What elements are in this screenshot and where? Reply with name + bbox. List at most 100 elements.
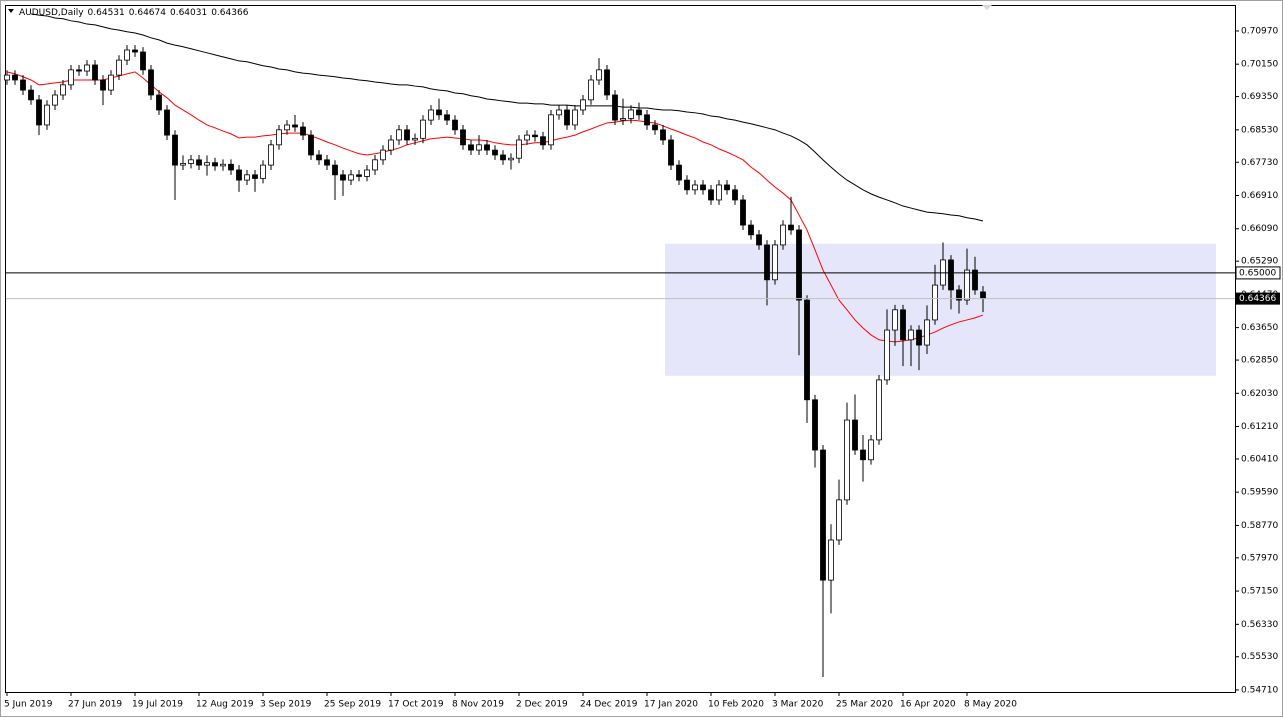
candle-body: [660, 129, 666, 141]
candle-body: [956, 289, 962, 301]
candle-body: [412, 137, 418, 141]
candle-body: [84, 64, 90, 72]
x-tick-label: 3 Mar 2020: [772, 700, 824, 710]
candle-body: [812, 399, 818, 451]
candle-body: [100, 79, 106, 91]
chart-title: AUDUSD,Daily: [19, 8, 84, 18]
candle-body: [268, 144, 274, 166]
candle-body: [524, 134, 530, 141]
candle-body: [580, 99, 586, 111]
candle-body: [68, 69, 74, 86]
x-tick-label: 2 Dec 2019: [516, 700, 568, 710]
candle-body: [788, 224, 794, 231]
candle-body: [740, 199, 746, 226]
x-tick-label: 8 Nov 2019: [452, 700, 504, 710]
header-high: 0.64674: [129, 8, 166, 18]
candle-body: [852, 419, 858, 451]
candle-body: [780, 224, 786, 246]
hline-label-box: [1235, 266, 1281, 280]
candle-body: [596, 69, 602, 81]
candle-body: [148, 69, 154, 96]
x-tick-label: 17 Jan 2020: [644, 700, 698, 710]
y-tick-label: 0.58770: [1241, 521, 1278, 531]
candle-body: [476, 144, 482, 151]
candle-body: [932, 284, 938, 321]
candle-body: [908, 329, 914, 341]
candle-body: [220, 163, 226, 167]
candle-body: [492, 149, 498, 156]
candle-body: [156, 94, 162, 111]
candle-body: [372, 159, 378, 171]
x-tick-label: 19 Jul 2019: [132, 700, 183, 710]
candle-body: [204, 162, 210, 166]
candle-body: [556, 109, 562, 116]
x-tick-label: 24 Dec 2019: [580, 700, 638, 710]
bid-label: 0.64366: [1239, 294, 1276, 304]
candle-body: [36, 99, 42, 126]
candle-body: [4, 74, 10, 81]
candle-body: [876, 379, 882, 441]
candle-body: [804, 299, 810, 401]
candle-body: [244, 174, 250, 181]
candle-body: [308, 134, 314, 156]
y-tick-label: 0.59590: [1241, 488, 1278, 498]
candle-body: [628, 109, 634, 119]
header-open: 0.64531: [88, 8, 125, 18]
y-tick-label: 0.57150: [1241, 587, 1278, 597]
candle-body: [92, 64, 98, 81]
candle-body: [836, 499, 842, 541]
candle-body: [548, 114, 554, 146]
candle-body: [732, 189, 738, 201]
candle-body: [980, 291, 986, 300]
candle-body: [684, 179, 690, 191]
candle-body: [772, 244, 778, 281]
candle-body: [388, 139, 394, 151]
candle-body: [612, 94, 618, 121]
candle-body: [636, 109, 642, 116]
candle-body: [644, 114, 650, 126]
candle-body: [748, 224, 754, 236]
y-tick-label: 0.63650: [1241, 323, 1278, 333]
candle-body: [228, 163, 234, 171]
candle-body: [132, 49, 138, 53]
y-tick-label: 0.67730: [1241, 158, 1278, 168]
candle-body: [708, 189, 714, 201]
candle-body: [572, 109, 578, 126]
candle-body: [516, 139, 522, 159]
menu-arrow: [8, 9, 14, 13]
candle-body: [300, 126, 306, 136]
candle-body: [828, 539, 834, 581]
x-tick-label: 27 Jun 2019: [68, 700, 122, 710]
y-tick-label: 0.54710: [1241, 685, 1278, 695]
candle-body: [52, 94, 58, 106]
candle-body: [500, 154, 506, 161]
header-close: 0.64366: [211, 8, 248, 18]
candle-body: [676, 164, 682, 181]
hline-label: 0.65000: [1239, 268, 1276, 278]
y-tick-label: 0.62030: [1241, 389, 1278, 399]
candle-body: [108, 74, 114, 91]
candle-body: [428, 109, 434, 121]
y-tick-label: 0.61210: [1241, 422, 1278, 432]
candle-body: [924, 319, 930, 346]
candle-body: [484, 144, 490, 151]
y-tick-label: 0.60410: [1241, 454, 1278, 464]
candle-body: [28, 89, 34, 101]
candle-body: [844, 419, 850, 501]
y-tick-label: 0.69350: [1241, 92, 1278, 102]
candle-body: [468, 144, 474, 151]
x-tick-label: 16 Apr 2020: [900, 700, 956, 710]
header-low: 0.64031: [170, 8, 207, 18]
y-tick-label: 0.66090: [1241, 224, 1278, 234]
candle-body: [916, 329, 922, 346]
chart-header: AUDUSD,Daily 0.64531 0.64674 0.64031 0.64366: [19, 8, 249, 18]
candle-body: [196, 159, 202, 166]
candle-body: [316, 154, 322, 161]
candle-body: [604, 69, 610, 96]
y-tick-label: 0.56330: [1241, 620, 1278, 630]
candle-body: [756, 234, 762, 246]
candle-body: [20, 79, 26, 91]
candle-body: [652, 124, 658, 131]
candle-body: [564, 109, 570, 126]
x-tick-label: 25 Mar 2020: [836, 700, 893, 710]
